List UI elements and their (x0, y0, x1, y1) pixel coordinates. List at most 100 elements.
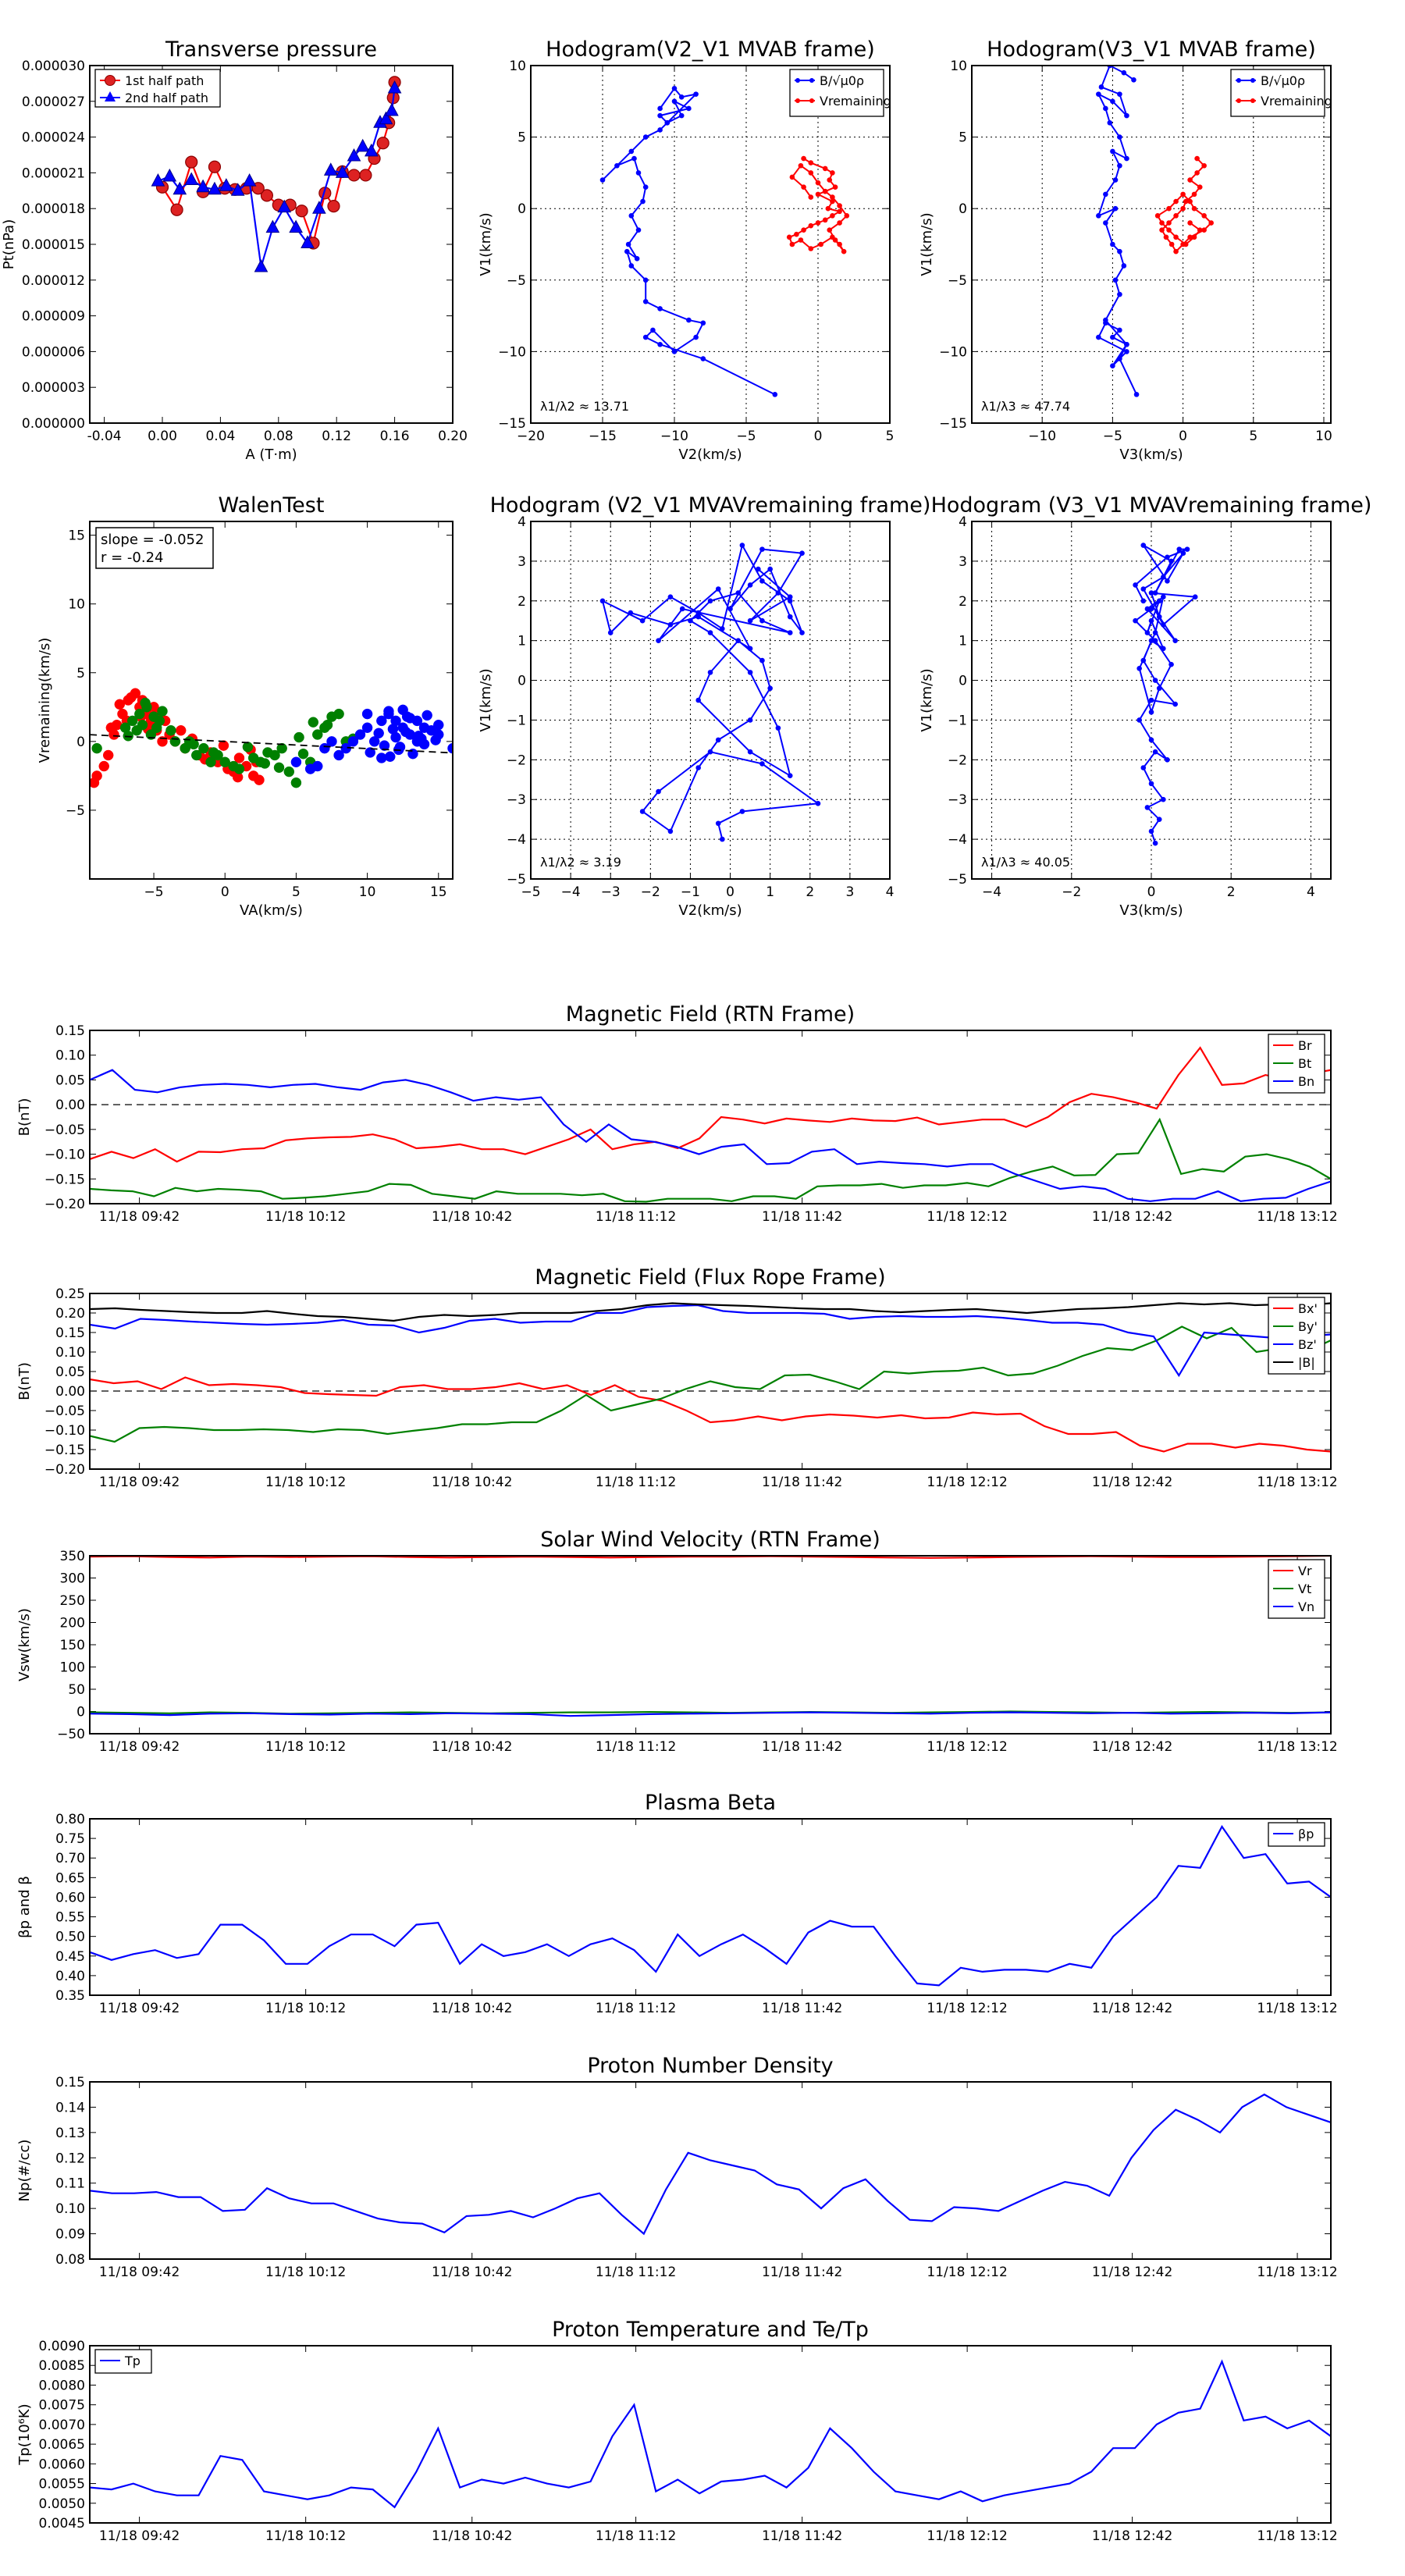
data-point (707, 630, 713, 635)
legend-marker (809, 98, 814, 103)
data-point (827, 227, 833, 233)
data-point (297, 748, 309, 760)
fit-line (90, 734, 453, 754)
x-tick-label: 11/18 11:42 (762, 1209, 842, 1225)
data-point (693, 334, 699, 340)
data-point (126, 692, 137, 703)
data-point (260, 189, 274, 202)
data-point (151, 173, 165, 187)
data-point (361, 708, 373, 720)
x-tick-label: 10 (1315, 429, 1332, 444)
data-point (614, 162, 620, 169)
x-tick-label: 11/18 13:12 (1257, 2001, 1337, 2016)
data-point (707, 749, 713, 755)
data-point (650, 327, 656, 333)
x-axis-label: V3(km/s) (1119, 902, 1183, 919)
data-point (607, 630, 614, 635)
data-point (825, 205, 831, 212)
y-tick-label: 0 (76, 735, 85, 750)
axes-frame (89, 521, 454, 880)
data-point (739, 809, 745, 814)
data-point (815, 801, 821, 806)
chart-h4: Hodogram (V3_V1 MVAVremaining frame) −4 −2… (919, 493, 1371, 919)
legend-marker (795, 78, 800, 83)
y-tick-label: 0 (959, 674, 967, 689)
x-tick-label: 11/18 11:42 (762, 2528, 842, 2544)
chart-h1: Hodogram(V2_V1 MVAB frame)−20 −15 −10 −5 0 5−… (478, 37, 894, 463)
data-point (1096, 91, 1101, 97)
x-axis-label: V2(km/s) (678, 447, 742, 463)
data-point (624, 248, 630, 254)
y-tick-label: −0.20 (44, 1197, 85, 1212)
data-point (376, 715, 387, 727)
data-point (1187, 220, 1193, 226)
data-point (1117, 327, 1122, 333)
y-tick-label: 0.25 (55, 1286, 85, 1302)
data-point (102, 749, 114, 761)
y-tick-label: 0 (518, 201, 526, 217)
legend-label: βp (1298, 1827, 1314, 1841)
data-point (354, 729, 366, 740)
x-tick-label: 11/18 11:12 (596, 1209, 676, 1225)
data-point (1183, 198, 1189, 205)
data-point (290, 756, 302, 768)
data-point (1194, 170, 1200, 176)
data-point (787, 773, 793, 778)
data-point (1136, 717, 1142, 723)
x-tick-label: −5 (521, 884, 540, 900)
y-tick-label: 0.15 (55, 1325, 85, 1341)
data-point (772, 392, 778, 397)
data-point (818, 241, 823, 247)
data-point (787, 630, 793, 635)
data-point (1144, 630, 1151, 635)
data-point (301, 235, 315, 248)
series-line (90, 1325, 1331, 1443)
legend-label: Vremaining (1261, 94, 1332, 109)
data-point (1117, 91, 1122, 97)
y-tick-label: 0.000030 (22, 59, 85, 74)
data-point (276, 742, 287, 754)
y-tick-label: 0.000015 (22, 237, 85, 253)
chart-title: Hodogram(V3_V1 MVAB frame) (987, 37, 1316, 62)
x-tick-label: 0.00 (148, 429, 177, 444)
data-point (837, 208, 842, 215)
data-point (798, 162, 804, 169)
data-point (1161, 646, 1166, 652)
x-tick-label: 11/18 09:42 (99, 2001, 180, 2016)
y-tick-label: 10 (950, 59, 967, 74)
chart-ts1: Magnetic Field (RTN Frame) 11/18 09:42 11/… (16, 1002, 1338, 1225)
legend-label: |B| (1298, 1355, 1315, 1370)
data-point (801, 227, 806, 233)
data-point (1165, 554, 1170, 560)
x-tick-label: 11/18 10:12 (265, 2528, 346, 2544)
data-point (397, 704, 408, 716)
y-tick-label: 3 (518, 554, 526, 570)
data-point (175, 725, 187, 736)
x-tick-label: 11/18 11:42 (762, 1475, 842, 1490)
data-point (832, 184, 838, 190)
y-axis-label: Vremaining(km/s) (37, 638, 53, 763)
data-point (1156, 685, 1162, 692)
data-point (786, 234, 792, 240)
x-tick-label: 5 (886, 429, 895, 444)
data-point (208, 747, 219, 758)
y-tick-label: 0 (959, 201, 967, 217)
x-tick-label: −20 (517, 429, 545, 444)
x-tick-label: 2 (806, 884, 814, 900)
y-tick-label: −3 (948, 792, 967, 808)
data-point (747, 749, 753, 755)
x-tick-label: 3 (845, 884, 854, 900)
data-point (1103, 105, 1108, 112)
chart-tp: Transverse pressure -0.04 0.00 0.04 0.08 0.12… (1, 37, 468, 463)
data-point (1148, 617, 1154, 624)
data-layer (599, 86, 850, 397)
data-point (218, 740, 229, 751)
y-tick-label: 4 (518, 514, 526, 530)
data-point (639, 809, 646, 814)
y-tick-label: −5 (948, 872, 967, 888)
data-point (635, 170, 642, 176)
x-tick-label: 11/18 09:42 (99, 2265, 180, 2280)
data-point (815, 191, 821, 197)
legend-label: B/√μ0ρ (1261, 73, 1305, 88)
y-tick-label: 10 (509, 59, 526, 74)
